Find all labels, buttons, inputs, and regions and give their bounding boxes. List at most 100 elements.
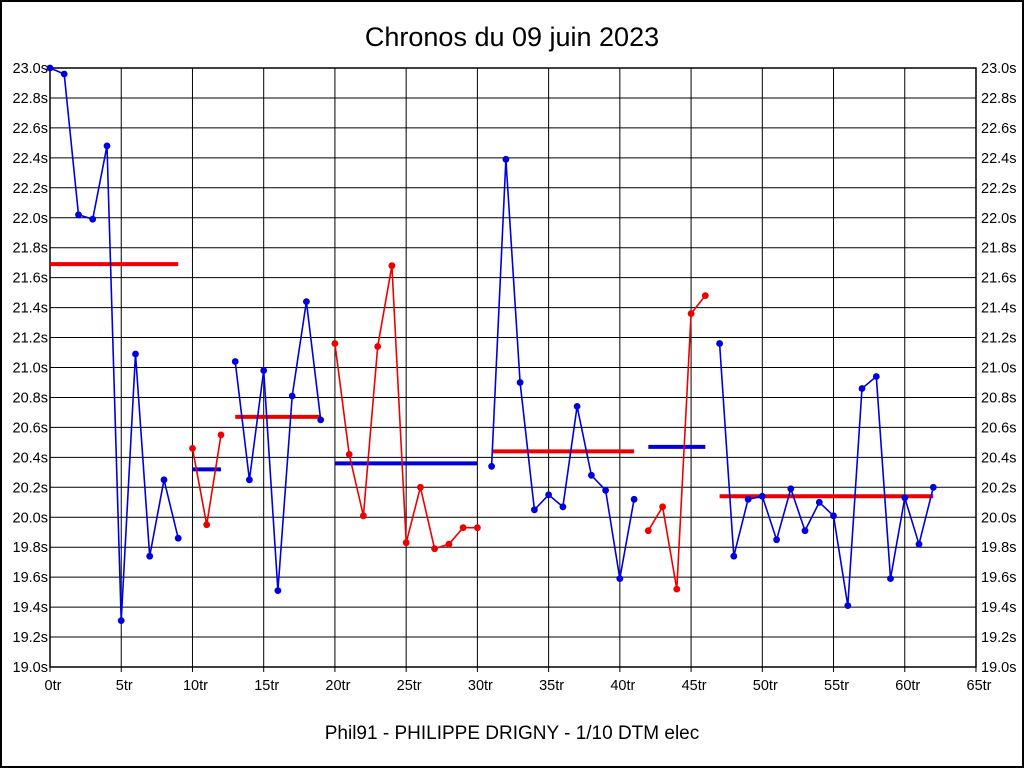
lap-point bbox=[103, 142, 111, 150]
lap-point bbox=[345, 451, 353, 458]
lap-point bbox=[730, 552, 738, 560]
y-tick-label-right: 21.0s bbox=[981, 361, 1016, 377]
y-tick-label-left: 22.2s bbox=[13, 181, 48, 197]
lap-point bbox=[203, 521, 211, 529]
lap-point bbox=[673, 585, 681, 593]
y-tick-label-right: 22.0s bbox=[981, 211, 1016, 227]
x-tick-label: 15tr bbox=[254, 678, 279, 694]
y-tick-label-left: 22.6s bbox=[13, 121, 48, 137]
lap-point bbox=[374, 343, 382, 350]
y-tick-label-left: 21.4s bbox=[13, 301, 48, 317]
y-tick-label-left: 20.8s bbox=[13, 390, 48, 406]
y-tick-label-left: 21.6s bbox=[13, 271, 48, 287]
lap-point bbox=[488, 462, 495, 470]
lap-point bbox=[132, 350, 139, 358]
lap-point bbox=[516, 379, 524, 386]
lap-point bbox=[588, 471, 595, 479]
lap-point bbox=[274, 587, 282, 594]
x-tick-label: 35tr bbox=[539, 678, 564, 694]
y-tick-label-right: 21.2s bbox=[981, 331, 1016, 347]
y-tick-label-right: 19.4s bbox=[981, 600, 1016, 616]
x-tick-label: 25tr bbox=[397, 678, 422, 694]
lap-point bbox=[402, 539, 410, 547]
lap-point bbox=[830, 512, 837, 520]
y-tick-label-right: 22.2s bbox=[981, 181, 1016, 197]
lap-point bbox=[559, 503, 567, 511]
x-tick-label: 55tr bbox=[824, 678, 849, 694]
y-tick-label-right: 20.4s bbox=[981, 450, 1016, 466]
lap-point bbox=[474, 524, 481, 532]
lap-line-stint-7 bbox=[718, 343, 935, 606]
lap-line-stint-2 bbox=[191, 434, 222, 525]
y-tick-label-left: 21.2s bbox=[13, 331, 48, 347]
y-tick-label-left: 22.4s bbox=[13, 151, 48, 167]
lap-point bbox=[858, 385, 866, 392]
lap-point bbox=[644, 527, 652, 535]
lap-point bbox=[929, 483, 937, 491]
y-tick-label-left: 23.0s bbox=[13, 61, 48, 77]
y-tick-label-left: 22.8s bbox=[13, 91, 48, 107]
x-tick-label: 20tr bbox=[325, 678, 350, 694]
lap-point bbox=[60, 70, 68, 78]
x-tick-label: 30tr bbox=[468, 678, 493, 694]
lap-point bbox=[716, 340, 723, 347]
y-tick-label-left: 19.0s bbox=[13, 660, 48, 676]
y-tick-label-left: 22.0s bbox=[13, 211, 48, 227]
lap-point bbox=[303, 298, 310, 305]
x-tick-label: 40tr bbox=[610, 678, 635, 694]
chart-footer: Phil91 - PHILIPPE DRIGNY - 1/10 DTM elec bbox=[324, 723, 700, 744]
y-tick-label-left: 20.4s bbox=[13, 450, 48, 466]
y-tick-label-left: 21.8s bbox=[13, 241, 48, 257]
y-tick-label-right: 21.4s bbox=[981, 301, 1016, 317]
lap-point bbox=[531, 506, 538, 514]
lap-point bbox=[189, 445, 196, 452]
lap-point bbox=[146, 552, 154, 560]
plot-frame bbox=[49, 67, 977, 668]
lap-point bbox=[773, 536, 780, 544]
lap-point bbox=[75, 211, 82, 219]
x-tick-label: 45tr bbox=[682, 678, 707, 694]
x-tick-label: 65tr bbox=[967, 678, 992, 694]
y-tick-label-right: 20.6s bbox=[981, 420, 1016, 436]
lap-point bbox=[744, 495, 752, 503]
y-tick-label-right: 20.8s bbox=[981, 390, 1016, 406]
y-tick-label-left: 19.6s bbox=[13, 570, 48, 586]
lap-point bbox=[459, 524, 467, 532]
x-tick-label: 0tr bbox=[45, 678, 62, 694]
lap-point bbox=[915, 540, 923, 548]
y-tick-label-right: 19.0s bbox=[981, 660, 1016, 676]
lap-point bbox=[630, 495, 638, 503]
lap-point bbox=[417, 483, 424, 491]
y-tick-label-left: 19.4s bbox=[13, 600, 48, 616]
y-tick-label-right: 19.2s bbox=[981, 630, 1016, 646]
lap-point bbox=[331, 340, 339, 347]
y-tick-label-left: 21.0s bbox=[13, 361, 48, 377]
x-tick-label: 5tr bbox=[116, 678, 133, 694]
y-tick-label-left: 19.2s bbox=[13, 630, 48, 646]
lap-point bbox=[815, 498, 823, 506]
lap-point bbox=[246, 476, 253, 484]
y-tick-label-right: 20.2s bbox=[981, 480, 1016, 496]
lap-point bbox=[844, 602, 852, 609]
y-tick-label-left: 20.6s bbox=[13, 420, 48, 436]
lap-point bbox=[445, 540, 453, 548]
lap-point bbox=[89, 215, 97, 223]
lap-point bbox=[758, 492, 766, 500]
lap-point bbox=[602, 486, 609, 494]
y-tick-label-right: 21.8s bbox=[981, 241, 1016, 257]
lap-point bbox=[360, 512, 367, 520]
y-tick-label-right: 21.6s bbox=[981, 271, 1016, 287]
lap-point bbox=[231, 358, 239, 365]
lap-point bbox=[217, 431, 225, 439]
x-tick-label: 60tr bbox=[895, 678, 920, 694]
lap-point bbox=[872, 373, 880, 380]
lap-point bbox=[317, 416, 325, 424]
lap-point bbox=[117, 617, 125, 624]
lap-point bbox=[887, 575, 894, 582]
lap-point bbox=[687, 310, 695, 317]
x-tick-label: 50tr bbox=[753, 678, 778, 694]
lap-line-stint-1 bbox=[49, 67, 179, 621]
lap-point bbox=[288, 392, 296, 400]
